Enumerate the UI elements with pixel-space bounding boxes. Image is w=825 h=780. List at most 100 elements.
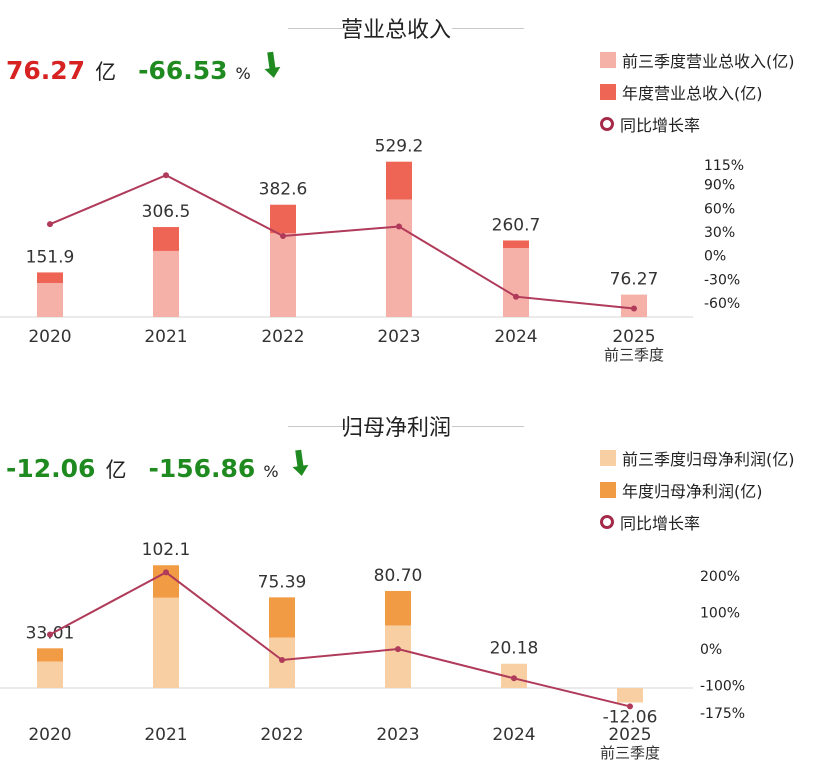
legend-item[interactable]: 年度归母净利润(亿) (600, 474, 795, 506)
growth-point (396, 223, 402, 230)
revenue-chart: 151.9 306.5 382.6 529.2 260.7 76.27 115% 90% 60%… (0, 137, 744, 364)
category-sublabel: 前三季度 (600, 744, 660, 762)
legend-label: 前三季度营业总收入(亿) (622, 52, 795, 71)
bar-annual (269, 597, 295, 638)
legend-label: 同比增长率 (620, 116, 701, 135)
revenue-title-row: 营业总收入 (0, 12, 825, 43)
legend-item[interactable]: 前三季度营业总收入(亿) (600, 44, 795, 76)
bar-q3 (386, 199, 412, 317)
category-label: 2022 (260, 725, 303, 745)
profit-headline-pct-sym: % (263, 462, 279, 481)
revenue-headline-pct: -66.53 (138, 56, 228, 85)
profit-headline-pct: -156.86 (148, 454, 256, 483)
data-label: 382.6 (259, 180, 308, 200)
growth-point (47, 631, 53, 638)
growth-point (511, 675, 517, 682)
legend-label: 年度归母净利润(亿) (622, 482, 763, 501)
right-tick-label: -175% (700, 706, 745, 722)
legend-ring-icon (600, 117, 614, 131)
data-label: 75.39 (258, 572, 307, 592)
bar-q3 (153, 597, 179, 688)
bar-q3 (503, 248, 529, 317)
revenue-headline-pct-sym: % (235, 64, 251, 83)
profit-title: 归母净利润 (340, 416, 451, 441)
profit-panel: 归母净利润 -12.06 亿 -156.86% 前三季度归母净利润(亿) 年度归母净… (0, 398, 825, 780)
growth-point (513, 293, 519, 300)
title-divider-right (452, 28, 524, 29)
category-label: 2020 (28, 725, 71, 745)
revenue-title: 营业总收入 (340, 18, 451, 43)
right-tick-label: 30% (704, 225, 735, 241)
title-divider-left (288, 426, 360, 427)
legend-swatch (600, 84, 616, 100)
profit-headline-unit: 亿 (105, 458, 127, 482)
profit-headline: -12.06 亿 -156.86% (6, 449, 311, 490)
bar-annual (37, 272, 63, 284)
category-label: 2021 (144, 725, 187, 745)
data-label: 76.27 (610, 270, 659, 290)
right-tick-label: 0% (700, 642, 722, 658)
profit-title-row: 归母净利润 (0, 410, 825, 441)
bar-q3 (37, 661, 63, 688)
growth-point (627, 703, 633, 710)
legend-label: 前三季度归母净利润(亿) (622, 450, 795, 469)
profit-headline-value: -12.06 (6, 454, 96, 483)
growth-point (47, 221, 53, 228)
growth-point (279, 657, 285, 664)
legend-label: 同比增长率 (620, 514, 701, 533)
data-label: 529.2 (375, 137, 424, 157)
growth-point (163, 172, 169, 179)
category-label: 2025 (612, 327, 655, 347)
legend-swatch (600, 450, 616, 466)
category-label: 2024 (492, 725, 535, 745)
category-label: 2022 (261, 327, 304, 347)
growth-point (631, 305, 637, 312)
bar-q3 (617, 688, 643, 703)
category-label: 2025 (608, 725, 651, 745)
revenue-panel: 营业总收入 76.27 亿 -66.53% 前三季度营业总收入(亿) 年度营业总收入… (0, 0, 825, 382)
bar-q3 (270, 233, 296, 317)
revenue-headline: 76.27 亿 -66.53% (6, 51, 283, 92)
right-tick-label: 60% (704, 201, 735, 217)
legend-item[interactable]: 同比增长率 (600, 108, 795, 140)
category-label: 2023 (377, 327, 420, 347)
revenue-legend: 前三季度营业总收入(亿) 年度营业总收入(亿) 同比增长率 (600, 44, 795, 140)
data-label: 306.5 (142, 202, 191, 222)
legend-ring-icon (600, 515, 614, 529)
bar-annual (37, 648, 63, 662)
right-tick-label: 200% (700, 569, 740, 585)
category-sublabel: 前三季度 (604, 346, 664, 364)
category-label: 2021 (144, 327, 187, 347)
data-label: 102.1 (142, 540, 191, 560)
data-label: 20.18 (490, 639, 539, 659)
revenue-headline-value: 76.27 (6, 56, 86, 85)
legend-swatch (600, 482, 616, 498)
data-label: 260.7 (492, 215, 541, 235)
profit-legend: 前三季度归母净利润(亿) 年度归母净利润(亿) 同比增长率 (600, 442, 795, 538)
down-arrow-icon (261, 50, 283, 84)
right-tick-label: 0% (704, 249, 726, 265)
bar-q3 (37, 283, 63, 317)
legend-item[interactable]: 年度营业总收入(亿) (600, 76, 795, 108)
legend-item[interactable]: 前三季度归母净利润(亿) (600, 442, 795, 474)
bar-annual (153, 227, 179, 251)
legend-swatch (600, 52, 616, 68)
bar-q3 (385, 625, 411, 688)
title-divider-right (452, 426, 524, 427)
data-label: 151.9 (26, 247, 75, 267)
right-tick-label: -100% (700, 679, 745, 695)
right-tick-label: -60% (704, 296, 740, 312)
data-label: -12.06 (603, 708, 658, 728)
growth-point (280, 232, 286, 239)
bar-annual (385, 590, 411, 626)
category-label: 2020 (28, 327, 71, 347)
growth-point (395, 646, 401, 653)
right-tick-label: 100% (700, 606, 740, 622)
bar-annual (386, 161, 412, 200)
category-label: 2023 (376, 725, 419, 745)
data-label: 80.70 (374, 566, 423, 586)
down-arrow-icon (289, 448, 311, 482)
legend-label: 年度营业总收入(亿) (622, 84, 763, 103)
legend-item[interactable]: 同比增长率 (600, 506, 795, 538)
growth-line (49, 571, 631, 708)
